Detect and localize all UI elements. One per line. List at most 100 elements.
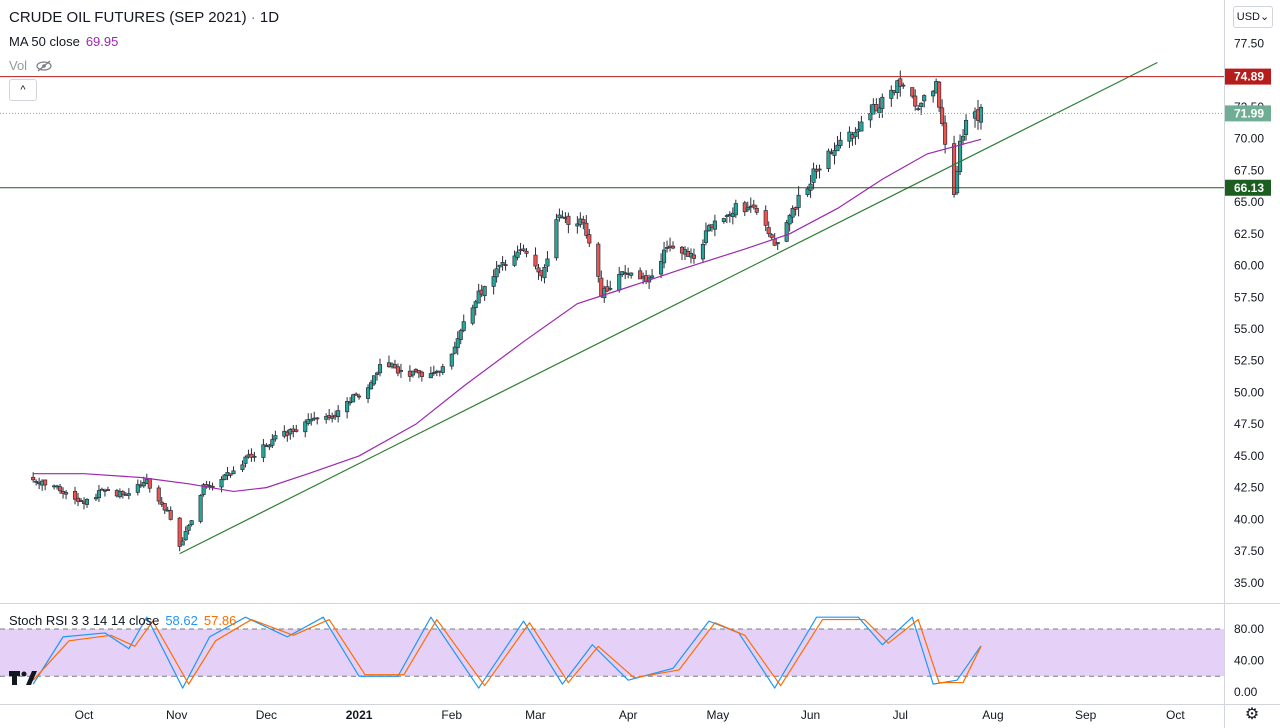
- candle-up: [428, 373, 433, 379]
- time-tick-2: Dec: [256, 708, 277, 722]
- candle-up: [805, 188, 810, 196]
- ma-value: 69.95: [85, 34, 119, 49]
- candle-up: [461, 321, 466, 331]
- time-tick-11: Sep: [1075, 708, 1097, 722]
- time-tick-3: 2021: [346, 708, 373, 722]
- trendline[interactable]: [179, 61, 1158, 555]
- candle-up: [449, 353, 454, 367]
- price-tick-16: 37.50: [1234, 544, 1264, 558]
- candle-down: [691, 254, 697, 259]
- candle-up: [650, 275, 655, 278]
- candle-down: [596, 243, 601, 277]
- interval-label[interactable]: 1D: [259, 9, 280, 26]
- candle-up: [545, 258, 550, 267]
- stoch-rsi-label[interactable]: Stoch RSI 3 3 14 14 close: [9, 613, 160, 628]
- candle-up: [336, 410, 341, 417]
- candle-down: [419, 371, 424, 377]
- stoch-d-line[interactable]: [32, 618, 982, 687]
- candle-down: [913, 95, 918, 107]
- time-tick-4: Feb: [441, 708, 462, 722]
- ma50-line[interactable]: [33, 138, 982, 493]
- candle-up: [787, 215, 792, 225]
- tradingview-logo-icon[interactable]: [8, 668, 38, 692]
- candle-down: [503, 264, 508, 266]
- vol-label[interactable]: Vol: [9, 58, 28, 73]
- candle-up: [377, 364, 383, 374]
- candle-up: [476, 290, 481, 304]
- price-tick-17: 35.00: [1234, 576, 1264, 590]
- candle-up: [93, 497, 99, 500]
- candle-down: [742, 202, 747, 213]
- candle-down: [105, 489, 110, 491]
- candle-up: [371, 375, 377, 385]
- symbol-title[interactable]: CRUDE OIL FUTURES (SEP 2021): [9, 9, 247, 26]
- stoch-tick-0: 80.00: [1234, 622, 1264, 636]
- candle-down: [99, 488, 104, 491]
- candle-up: [623, 272, 628, 275]
- chevron-up-icon: ^: [20, 84, 26, 96]
- candle-up: [775, 242, 780, 245]
- candle-up: [431, 372, 436, 374]
- candle-down: [43, 479, 48, 486]
- candle-up: [955, 170, 960, 194]
- candle-up: [452, 346, 457, 354]
- time-tick-6: Apr: [619, 708, 638, 722]
- currency-selector[interactable]: USD⌄: [1233, 6, 1273, 28]
- eye-hidden-icon[interactable]: [35, 60, 53, 72]
- settings-gear-icon[interactable]: ⚙: [1244, 706, 1260, 723]
- price-tick-8: 57.50: [1234, 290, 1264, 304]
- candle-up: [267, 444, 272, 448]
- candle-up: [826, 150, 831, 170]
- candle-down: [354, 393, 359, 396]
- last-price-tag: [1225, 105, 1271, 122]
- candle-up: [252, 455, 257, 458]
- candle-down: [533, 254, 538, 267]
- stoch-d-value: 57.86: [203, 613, 237, 628]
- candle-down: [793, 207, 798, 210]
- candle-down: [898, 78, 903, 87]
- candle-up: [183, 531, 188, 541]
- candle-up: [410, 370, 415, 376]
- candle-down: [943, 122, 948, 145]
- candle-down: [357, 395, 362, 398]
- candle-up: [706, 225, 711, 232]
- collapse-legend-button[interactable]: ^: [9, 79, 37, 101]
- ma-label[interactable]: MA 50 close: [9, 34, 80, 49]
- price-tick-9: 55.00: [1234, 322, 1264, 336]
- candles: [31, 70, 984, 552]
- candle-up: [811, 168, 816, 183]
- candle-down: [670, 245, 676, 249]
- candle-up: [270, 439, 275, 446]
- stoch-k-line[interactable]: [32, 616, 982, 689]
- candle-up: [790, 207, 795, 218]
- candle-up: [721, 218, 726, 223]
- price-tick-3: 70.00: [1234, 132, 1264, 146]
- candle-down: [156, 487, 161, 502]
- candle-up: [542, 266, 547, 279]
- legend-ma: MA 50 close 69.95: [9, 34, 118, 49]
- candle-down: [162, 503, 167, 511]
- candle-up: [922, 95, 927, 102]
- title-separator: ·: [250, 9, 256, 26]
- candle-up: [219, 479, 224, 488]
- candle-down: [315, 417, 320, 420]
- support-level-label: 66.13: [1234, 181, 1264, 195]
- candle-up: [733, 203, 738, 216]
- candle-up: [273, 435, 278, 440]
- candle-up: [659, 261, 664, 275]
- candle-down: [763, 210, 768, 226]
- candle-down: [766, 227, 771, 235]
- candle-up: [482, 286, 487, 297]
- candle-up: [889, 89, 894, 99]
- candle-up: [455, 338, 460, 349]
- stoch-k-value: 58.62: [165, 613, 198, 628]
- candle-down: [177, 517, 182, 547]
- candle-up: [963, 119, 969, 136]
- candle-up: [859, 121, 864, 132]
- stoch-band-fill: [0, 629, 1224, 677]
- candle-down: [521, 248, 526, 251]
- candle-down: [228, 473, 233, 476]
- candle-up: [712, 220, 717, 230]
